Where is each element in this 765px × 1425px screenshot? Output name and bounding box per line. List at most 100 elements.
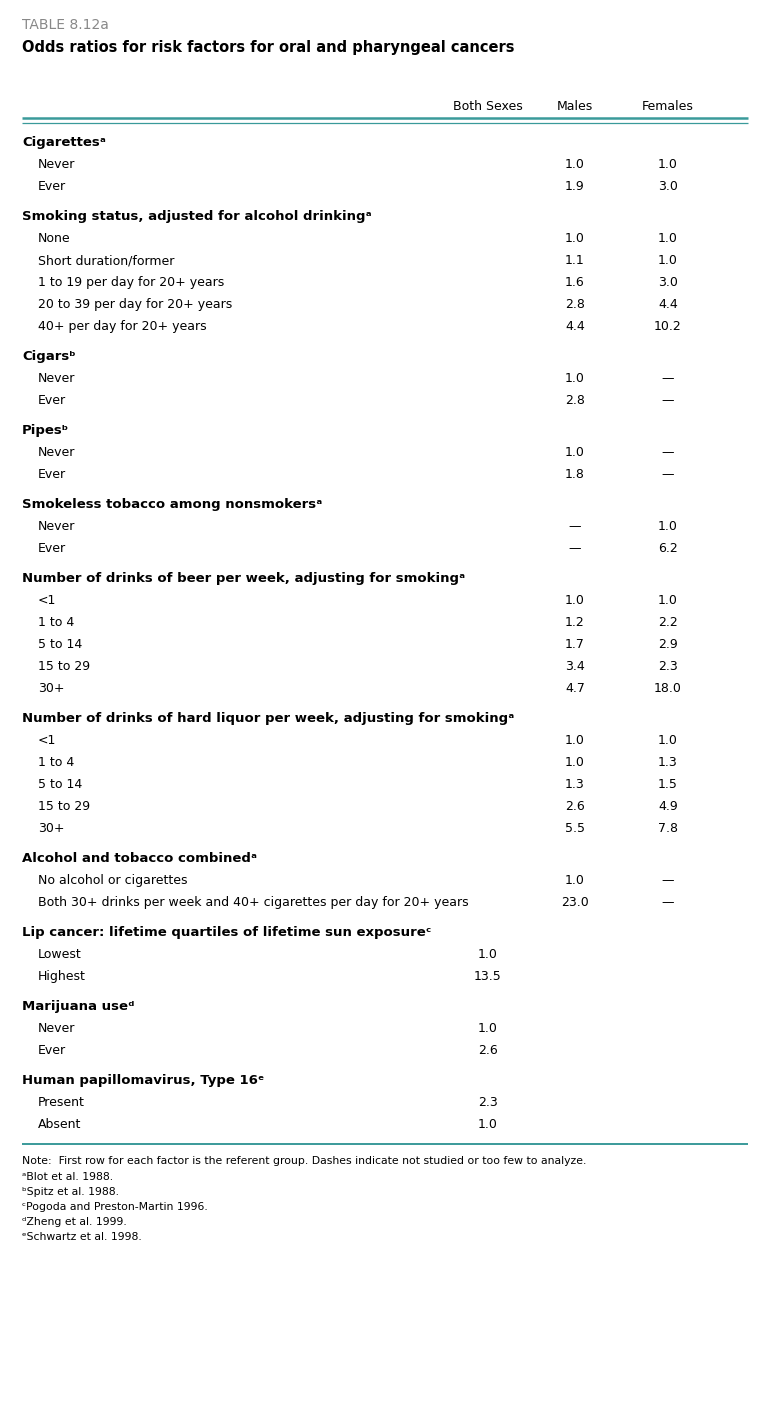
Text: 1.6: 1.6: [565, 276, 585, 289]
Text: 1.2: 1.2: [565, 616, 585, 628]
Text: 1 to 4: 1 to 4: [38, 616, 74, 628]
Text: 2.9: 2.9: [658, 638, 678, 651]
Text: —: —: [662, 446, 674, 459]
Text: 1.0: 1.0: [565, 757, 585, 770]
Text: Both Sexes: Both Sexes: [453, 100, 522, 113]
Text: —: —: [662, 393, 674, 408]
Text: 1.0: 1.0: [565, 158, 585, 171]
Text: 5 to 14: 5 to 14: [38, 778, 83, 791]
Text: 1 to 4: 1 to 4: [38, 757, 74, 770]
Text: 2.8: 2.8: [565, 393, 585, 408]
Text: —: —: [662, 372, 674, 385]
Text: 6.2: 6.2: [658, 542, 678, 554]
Text: —: —: [568, 542, 581, 554]
Text: 4.7: 4.7: [565, 683, 585, 695]
Text: 2.2: 2.2: [658, 616, 678, 628]
Text: 18.0: 18.0: [654, 683, 682, 695]
Text: 1 to 19 per day for 20+ years: 1 to 19 per day for 20+ years: [38, 276, 224, 289]
Text: 1.0: 1.0: [658, 158, 678, 171]
Text: <1: <1: [38, 734, 57, 747]
Text: 1.0: 1.0: [658, 594, 678, 607]
Text: Highest: Highest: [38, 970, 86, 983]
Text: 1.0: 1.0: [565, 594, 585, 607]
Text: ᶜPogoda and Preston-Martin 1996.: ᶜPogoda and Preston-Martin 1996.: [22, 1203, 208, 1213]
Text: 1.0: 1.0: [478, 1022, 498, 1035]
Text: 1.0: 1.0: [478, 1119, 498, 1131]
Text: 30+: 30+: [38, 822, 64, 835]
Text: No alcohol or cigarettes: No alcohol or cigarettes: [38, 874, 187, 886]
Text: 40+ per day for 20+ years: 40+ per day for 20+ years: [38, 321, 207, 333]
Text: 1.0: 1.0: [565, 734, 585, 747]
Text: Ever: Ever: [38, 542, 66, 554]
Text: None: None: [38, 232, 70, 245]
Text: 1.0: 1.0: [565, 446, 585, 459]
Text: 1.0: 1.0: [658, 734, 678, 747]
Text: 4.4: 4.4: [565, 321, 585, 333]
Text: 4.9: 4.9: [658, 799, 678, 814]
Text: 1.0: 1.0: [658, 520, 678, 533]
Text: Lip cancer: lifetime quartiles of lifetime sun exposureᶜ: Lip cancer: lifetime quartiles of lifeti…: [22, 926, 431, 939]
Text: Lowest: Lowest: [38, 948, 82, 960]
Text: Odds ratios for risk factors for oral and pharyngeal cancers: Odds ratios for risk factors for oral an…: [22, 40, 515, 56]
Text: Present: Present: [38, 1096, 85, 1109]
Text: Absent: Absent: [38, 1119, 81, 1131]
Text: 1.7: 1.7: [565, 638, 585, 651]
Text: 1.0: 1.0: [658, 232, 678, 245]
Text: 4.4: 4.4: [658, 298, 678, 311]
Text: 1.3: 1.3: [658, 757, 678, 770]
Text: 1.1: 1.1: [565, 254, 585, 266]
Text: Pipesᵇ: Pipesᵇ: [22, 425, 69, 437]
Text: 2.3: 2.3: [658, 660, 678, 673]
Text: 3.4: 3.4: [565, 660, 585, 673]
Text: 3.0: 3.0: [658, 276, 678, 289]
Text: 3.0: 3.0: [658, 180, 678, 192]
Text: TABLE 8.12a: TABLE 8.12a: [22, 19, 109, 31]
Text: —: —: [662, 896, 674, 909]
Text: Never: Never: [38, 372, 76, 385]
Text: ᵃBlot et al. 1988.: ᵃBlot et al. 1988.: [22, 1171, 113, 1181]
Text: 1.0: 1.0: [658, 254, 678, 266]
Text: Number of drinks of hard liquor per week, adjusting for smokingᵃ: Number of drinks of hard liquor per week…: [22, 712, 514, 725]
Text: Human papillomavirus, Type 16ᵉ: Human papillomavirus, Type 16ᵉ: [22, 1074, 264, 1087]
Text: Smokeless tobacco among nonsmokersᵃ: Smokeless tobacco among nonsmokersᵃ: [22, 497, 322, 512]
Text: 10.2: 10.2: [654, 321, 682, 333]
Text: 1.9: 1.9: [565, 180, 585, 192]
Text: Ever: Ever: [38, 467, 66, 482]
Text: Females: Females: [642, 100, 694, 113]
Text: Marijuana useᵈ: Marijuana useᵈ: [22, 1000, 135, 1013]
Text: 2.6: 2.6: [565, 799, 585, 814]
Text: Note:  First row for each factor is the referent group. Dashes indicate not stud: Note: First row for each factor is the r…: [22, 1156, 587, 1166]
Text: Number of drinks of beer per week, adjusting for smokingᵃ: Number of drinks of beer per week, adjus…: [22, 571, 465, 586]
Text: 20 to 39 per day for 20+ years: 20 to 39 per day for 20+ years: [38, 298, 233, 311]
Text: ᵇSpitz et al. 1988.: ᵇSpitz et al. 1988.: [22, 1187, 119, 1197]
Text: Never: Never: [38, 1022, 76, 1035]
Text: 1.3: 1.3: [565, 778, 585, 791]
Text: Both 30+ drinks per week and 40+ cigarettes per day for 20+ years: Both 30+ drinks per week and 40+ cigaret…: [38, 896, 469, 909]
Text: 7.8: 7.8: [658, 822, 678, 835]
Text: 1.0: 1.0: [565, 232, 585, 245]
Text: Ever: Ever: [38, 180, 66, 192]
Text: Never: Never: [38, 520, 76, 533]
Text: Cigarettesᵃ: Cigarettesᵃ: [22, 135, 106, 150]
Text: Smoking status, adjusted for alcohol drinkingᵃ: Smoking status, adjusted for alcohol dri…: [22, 209, 372, 222]
Text: Ever: Ever: [38, 1045, 66, 1057]
Text: Ever: Ever: [38, 393, 66, 408]
Text: 2.8: 2.8: [565, 298, 585, 311]
Text: 1.0: 1.0: [565, 874, 585, 886]
Text: —: —: [662, 467, 674, 482]
Text: 1.5: 1.5: [658, 778, 678, 791]
Text: Short duration/former: Short duration/former: [38, 254, 174, 266]
Text: 5 to 14: 5 to 14: [38, 638, 83, 651]
Text: 2.6: 2.6: [478, 1045, 498, 1057]
Text: 1.8: 1.8: [565, 467, 585, 482]
Text: Never: Never: [38, 446, 76, 459]
Text: —: —: [662, 874, 674, 886]
Text: 5.5: 5.5: [565, 822, 585, 835]
Text: 2.3: 2.3: [478, 1096, 498, 1109]
Text: 15 to 29: 15 to 29: [38, 799, 90, 814]
Text: Alcohol and tobacco combinedᵃ: Alcohol and tobacco combinedᵃ: [22, 852, 257, 865]
Text: Never: Never: [38, 158, 76, 171]
Text: 30+: 30+: [38, 683, 64, 695]
Text: 13.5: 13.5: [474, 970, 502, 983]
Text: ᵈZheng et al. 1999.: ᵈZheng et al. 1999.: [22, 1217, 127, 1227]
